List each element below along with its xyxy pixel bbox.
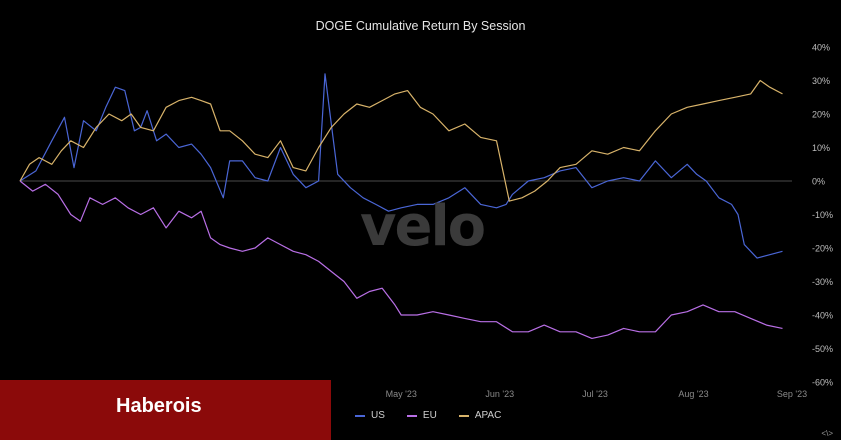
- legend-item-apac[interactable]: APAC: [458, 410, 502, 421]
- corner-mark: <\>: [821, 429, 833, 438]
- x-tick-label: May '23: [386, 389, 417, 399]
- legend-label-apac: APAC: [474, 410, 502, 421]
- legend-label-us: US: [371, 410, 385, 421]
- legend-swatch-us: [355, 414, 365, 417]
- x-tick-label: Aug '23: [678, 389, 708, 399]
- series-line-us: [19, 73, 783, 259]
- legend-item-us[interactable]: US: [355, 410, 385, 421]
- legend-label-eu: EU: [422, 410, 437, 421]
- y-tick-label: -50%: [812, 344, 833, 354]
- legend-item-eu[interactable]: EU: [406, 410, 437, 421]
- brand-banner: [0, 380, 331, 440]
- series-line-eu: [19, 180, 783, 339]
- chart-legend: US EU APAC: [355, 410, 501, 421]
- brand-name: Haberois: [116, 395, 202, 417]
- y-tick-label: -30%: [812, 277, 833, 287]
- series-line-apac: [19, 79, 783, 202]
- x-tick-label: Jun '23: [485, 389, 514, 399]
- y-tick-label: -60%: [812, 378, 833, 388]
- y-tick-label: 30%: [812, 76, 830, 86]
- x-tick-label: Jul '23: [582, 389, 608, 399]
- watermark-logo: velo: [360, 194, 486, 259]
- y-tick-label: 40%: [812, 43, 830, 53]
- y-tick-label: 0%: [812, 177, 825, 187]
- y-tick-label: -40%: [812, 311, 833, 321]
- y-tick-label: -10%: [812, 210, 833, 220]
- chart-title: DOGE Cumulative Return By Session: [315, 19, 526, 33]
- y-tick-label: 20%: [812, 110, 830, 120]
- y-tick-label: 10%: [812, 143, 830, 153]
- legend-swatch-eu: [406, 414, 417, 417]
- x-tick-label: Sep '23: [777, 389, 807, 399]
- legend-swatch-apac: [458, 414, 469, 417]
- y-tick-label: -20%: [812, 244, 833, 254]
